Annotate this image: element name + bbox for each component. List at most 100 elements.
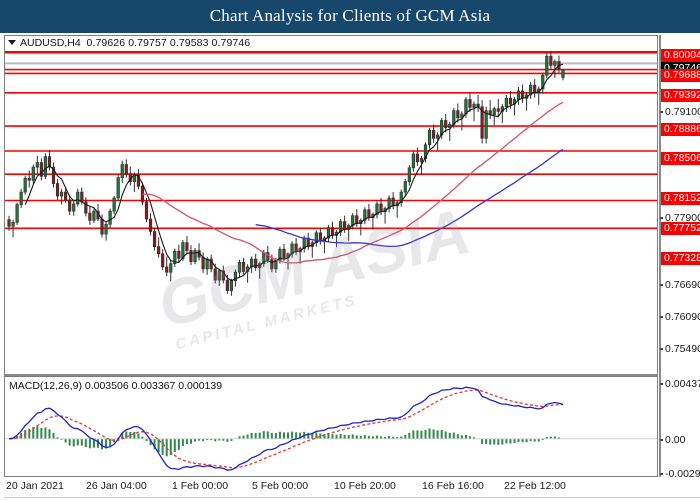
candle-body[interactable] [173, 250, 177, 265]
candle-body[interactable] [403, 181, 407, 193]
candle-body[interactable] [104, 223, 108, 235]
candle-body[interactable] [306, 237, 310, 247]
candle-body[interactable] [47, 156, 52, 168]
candle-body[interactable] [161, 253, 165, 268]
candle-body[interactable] [193, 250, 197, 263]
candle-body[interactable] [237, 261, 242, 273]
candle-body[interactable] [120, 164, 124, 179]
candle-body[interactable] [448, 124, 452, 129]
candle-body[interactable] [165, 266, 169, 273]
candle-body[interactable] [88, 212, 92, 221]
candle-body[interactable] [152, 231, 157, 247]
candle-body[interactable] [233, 271, 238, 282]
candle-body[interactable] [148, 218, 153, 232]
candle-body[interactable] [480, 106, 484, 139]
candle-body[interactable] [529, 84, 533, 96]
candle-body[interactable] [460, 113, 464, 119]
candle-body[interactable] [144, 201, 149, 220]
candle-body[interactable] [553, 61, 557, 66]
candle-body[interactable] [484, 110, 488, 139]
candle-body[interactable] [7, 219, 11, 227]
candle-body[interactable] [343, 221, 347, 230]
candle-body[interactable] [205, 258, 209, 270]
candle-body[interactable] [431, 130, 436, 139]
candle-body[interactable] [407, 167, 411, 182]
candle-body[interactable] [213, 268, 217, 281]
candle-body[interactable] [72, 203, 76, 212]
candle-body[interactable] [112, 197, 116, 212]
candle-body[interactable] [330, 227, 335, 236]
candle-body[interactable] [217, 270, 221, 281]
candle-body[interactable] [64, 191, 68, 201]
candle-body[interactable] [108, 210, 112, 225]
candle-body[interactable] [229, 280, 234, 291]
candle-body[interactable] [545, 55, 549, 76]
candle-body[interactable] [427, 130, 432, 146]
candle-body[interactable] [472, 103, 476, 108]
candle-body[interactable] [399, 191, 403, 203]
symbol-header[interactable]: AUDUSD,H4 0.79626 0.79757 0.79583 0.7974… [5, 36, 657, 50]
candle-body[interactable] [270, 259, 274, 270]
candle-body[interactable] [516, 90, 521, 100]
price-level-label[interactable]: 0.78152 [661, 192, 700, 205]
candle-body[interactable] [363, 209, 367, 221]
candle-body[interactable] [278, 248, 282, 261]
candle-body[interactable] [436, 134, 440, 139]
candle-body[interactable] [11, 221, 15, 227]
candle-body[interactable] [254, 258, 258, 268]
candle-body[interactable] [59, 191, 64, 197]
candle-body[interactable] [541, 74, 545, 90]
candle-body[interactable] [367, 209, 371, 219]
candle-body[interactable] [338, 221, 343, 233]
candle-body[interactable] [23, 177, 27, 193]
price-level-label[interactable]: 0.77752 [661, 222, 700, 235]
candle-body[interactable] [464, 99, 468, 115]
candle-body[interactable] [375, 203, 379, 215]
candle-body[interactable] [84, 201, 88, 214]
candle-body[interactable] [43, 156, 48, 177]
candle-body[interactable] [157, 246, 161, 255]
candle-body[interactable] [419, 158, 424, 163]
candle-body[interactable] [294, 243, 298, 253]
price-level-label[interactable]: 0.77328 [661, 252, 700, 265]
candle-body[interactable] [100, 218, 104, 235]
price-level-label[interactable]: 0.78886 [661, 123, 700, 136]
candle-body[interactable] [116, 177, 120, 199]
candle-body[interactable] [80, 191, 84, 203]
candle-body[interactable] [387, 197, 391, 209]
candle-body[interactable] [423, 144, 428, 159]
candle-body[interactable] [456, 110, 460, 119]
price-level-label[interactable]: 0.78506 [661, 152, 700, 165]
price-level-label[interactable]: 0.79392 [661, 89, 700, 102]
candle-body[interactable] [68, 199, 72, 212]
candle-body[interactable] [314, 232, 318, 243]
candle-body[interactable] [508, 97, 513, 105]
chevron-down-icon[interactable] [8, 39, 16, 45]
candle-body[interactable] [444, 120, 448, 129]
candle-body[interactable] [51, 166, 56, 184]
candle-body[interactable] [225, 279, 229, 291]
candle-body[interactable] [124, 164, 128, 175]
candle-body[interactable] [468, 99, 472, 108]
candle-body[interactable] [136, 174, 141, 187]
candle-body[interactable] [189, 250, 193, 263]
candle-body[interactable] [391, 197, 395, 207]
candle-body[interactable] [496, 108, 500, 112]
candle-body[interactable] [201, 256, 205, 270]
price-pane[interactable]: GCM ASIA CAPITAL MARKETS [5, 36, 657, 374]
price-level-label[interactable]: 0.80004 [661, 49, 700, 62]
candle-body[interactable] [379, 203, 383, 213]
candle-body[interactable] [19, 191, 23, 205]
candle-body[interactable] [185, 242, 189, 251]
candle-body[interactable] [326, 227, 331, 239]
candle-body[interactable] [15, 204, 19, 223]
candle-body[interactable] [411, 153, 415, 169]
macd-pane[interactable]: MACD(12,26,9) 0.003506 0.003367 0.000139 [5, 376, 657, 477]
candle-body[interactable] [415, 153, 420, 163]
price-axis[interactable]: 0.79100 0.77900 0.76690 0.76090 0.75490 0.004… [659, 35, 700, 480]
candle-body[interactable] [221, 270, 225, 281]
price-level-label[interactable]: 0.79688 [661, 69, 700, 82]
candle-body[interactable] [27, 177, 31, 181]
candle-body[interactable] [241, 261, 246, 272]
candle-body[interactable] [55, 183, 60, 197]
